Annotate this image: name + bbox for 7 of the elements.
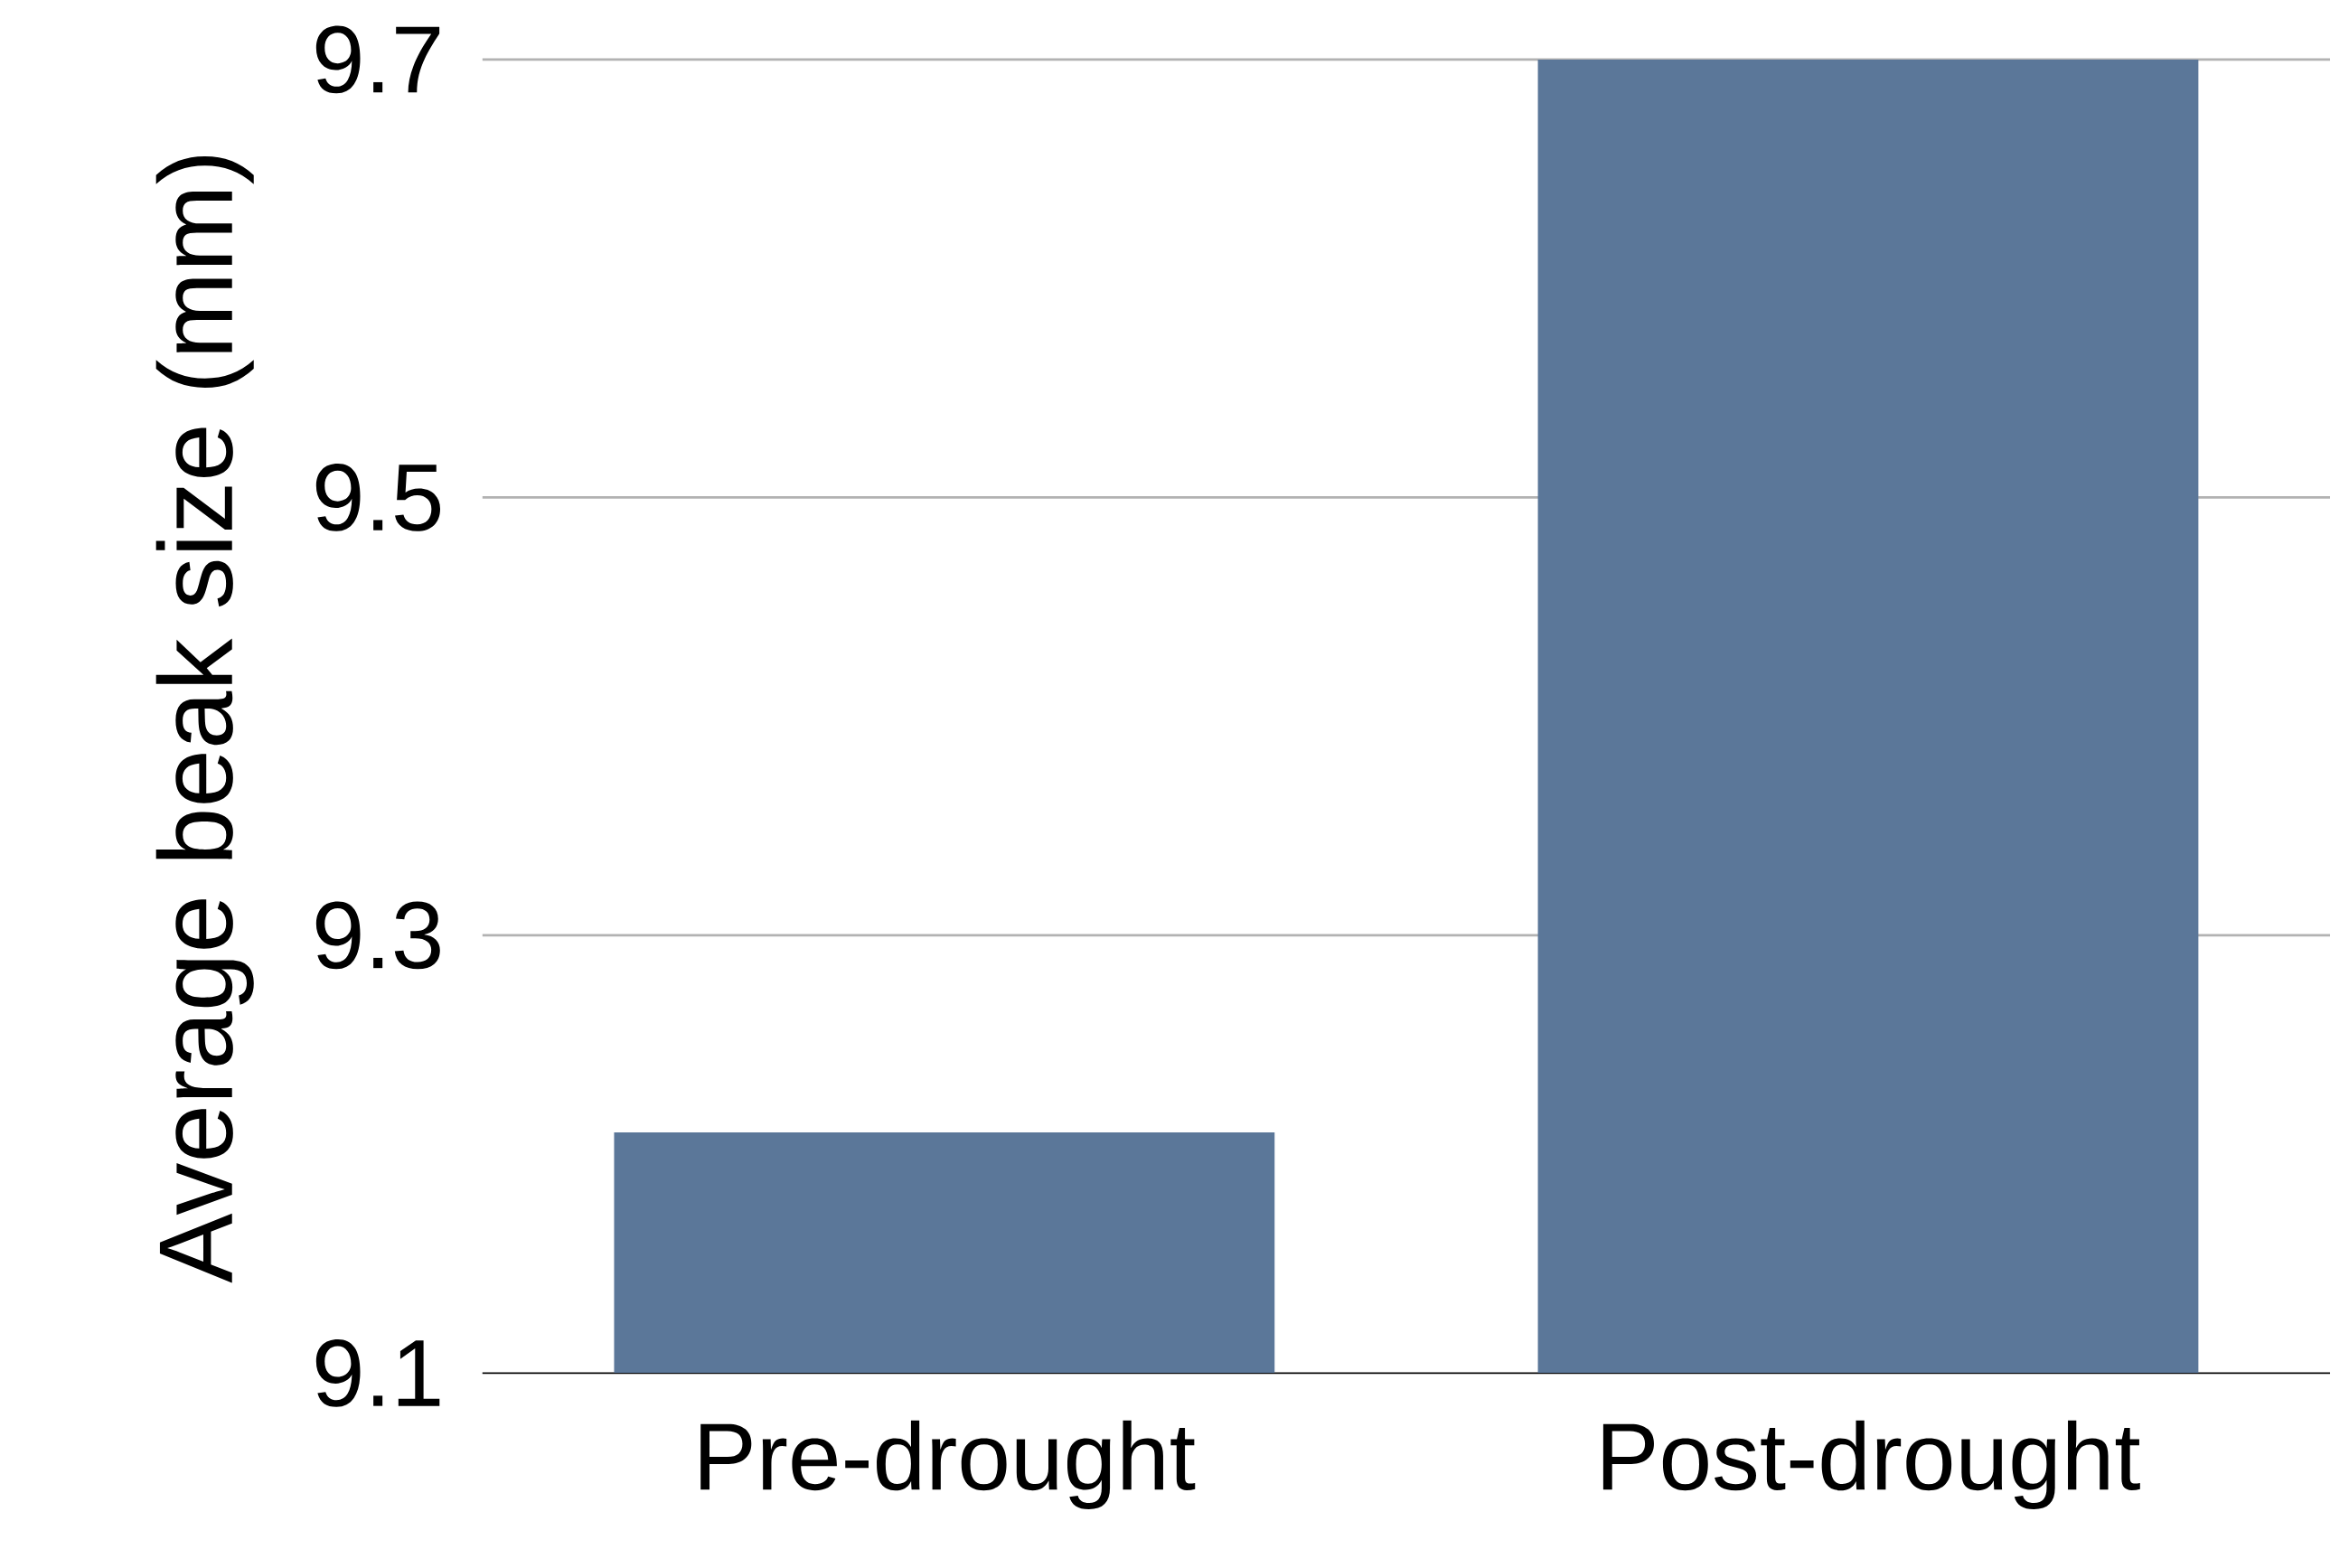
y-tick-label: 9.3 (315, 901, 440, 970)
y-tick-label: 9.1 (315, 1338, 440, 1407)
x-tick-label: Post-drought (1602, 1420, 2140, 1509)
y-tick-label: 9.5 (315, 463, 440, 531)
y-axis-title: Average beak size (mm) (155, 155, 254, 1283)
x-tick-label: Pre-drought (700, 1420, 1196, 1509)
y-tick-label: 9.7 (315, 25, 440, 94)
